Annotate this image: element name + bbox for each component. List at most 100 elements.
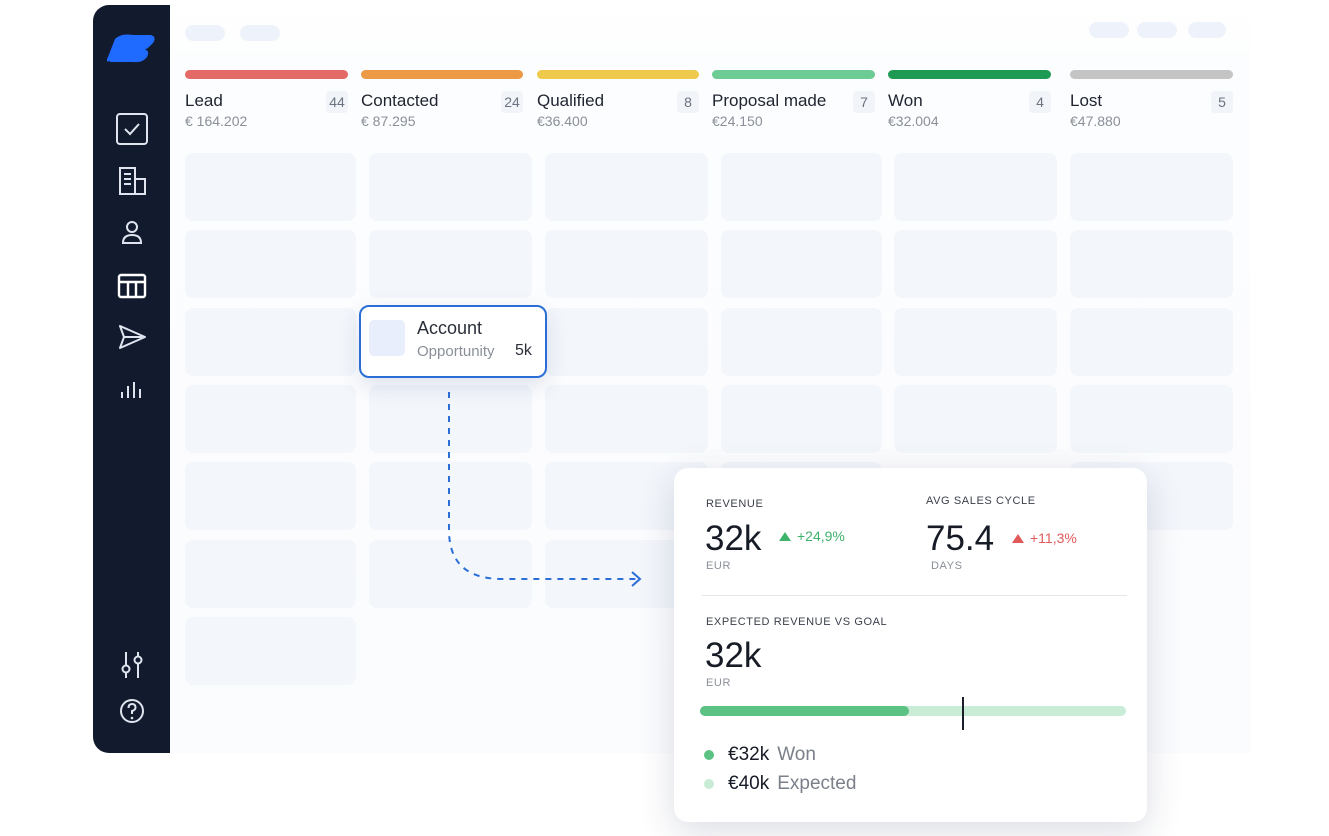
revenue-unit: EUR [706,560,732,572]
trend-up-icon [779,531,791,541]
stage-color-bar [712,70,875,79]
opportunity-card-placeholder[interactable] [894,307,1057,376]
goal-target-marker [961,697,964,730]
stage-amount: €24.150 [712,113,763,129]
stage-count-badge: 5 [1211,91,1233,113]
toolbar-placeholder[interactable] [1089,22,1129,38]
legend-label: Expected [777,773,857,794]
sidebar [93,5,170,753]
opportunity-card-placeholder[interactable] [185,153,356,221]
stage-name: Proposal made [712,91,827,110]
legend-amount: €40k [728,773,770,794]
stage-count-badge: 44 [326,91,348,113]
opportunity-card-placeholder[interactable] [185,230,356,299]
contacts-icon[interactable] [112,213,152,253]
help-icon[interactable] [112,691,152,731]
stage-count-badge: 4 [1029,91,1051,113]
legend-amount: €32k [728,744,770,765]
opportunity-card-placeholder[interactable] [185,462,356,531]
toolbar-placeholder[interactable] [1188,22,1226,38]
stage-column-lead: Lead 44 € 164.202 [185,70,348,129]
drag-path-arrow [448,392,642,587]
stage-amount: € 87.295 [361,113,416,129]
opportunity-card-placeholder[interactable] [369,539,532,608]
dragged-opportunity-card[interactable]: Account Opportunity 5k [359,305,547,378]
sales-cycle-unit: DAYS [931,560,963,572]
sales-cycle-delta: +11,3% [1012,530,1077,546]
legend-expected: €40k Expected [704,773,856,795]
legend-label: Won [777,744,816,765]
account-value: 5k [515,342,532,359]
sales-cycle-delta-text: +11,3% [1030,530,1077,546]
opportunity-card-placeholder[interactable] [545,384,708,453]
stage-color-bar [185,70,348,79]
opportunity-card-placeholder[interactable] [1070,384,1233,453]
opportunity-card-placeholder[interactable] [1070,153,1233,221]
stage-name: Lead [185,91,223,110]
stage-color-bar [888,70,1051,79]
opportunity-card-placeholder[interactable] [545,153,708,221]
opportunity-card-placeholder[interactable] [894,230,1057,299]
toolbar-placeholder[interactable] [185,25,225,41]
stage-color-bar [537,70,699,79]
goal-progress-fill [700,706,909,716]
opportunity-card-placeholder[interactable] [369,384,532,453]
opportunity-card-placeholder[interactable] [369,462,532,531]
opportunity-card-placeholder[interactable] [894,384,1057,453]
send-icon[interactable] [112,317,152,357]
stage-amount: € 164.202 [185,113,248,129]
opportunity-card-placeholder[interactable] [1070,307,1233,376]
kpi-summary-card: REVENUE 32k +24,9% EUR AVG SALES CYCLE 7… [674,468,1147,822]
opportunity-card-placeholder[interactable] [185,539,356,608]
stage-amount: €36.400 [537,113,588,129]
opportunity-card-placeholder[interactable] [721,384,882,453]
opportunity-card-placeholder[interactable] [1070,230,1233,299]
trend-up-icon [1012,533,1024,543]
goal-progress-track [700,706,1126,716]
stage-name: Won [888,91,923,110]
legend-dot [704,779,714,789]
opportunity-card-placeholder[interactable] [185,384,356,453]
tasks-icon[interactable] [112,109,152,149]
stage-count-badge: 8 [677,91,699,113]
stage-column-qualified: Qualified 8 €36.400 [537,70,699,129]
opportunity-card-placeholder[interactable] [545,230,708,299]
opportunity-card-placeholder[interactable] [721,230,882,299]
account-subtitle: Opportunity [417,343,495,360]
opportunity-card-placeholder[interactable] [185,616,356,685]
legend-won: €32k Won [704,744,816,766]
stage-amount: €47.880 [1070,113,1121,129]
opportunity-card-placeholder[interactable] [369,230,532,299]
goal-value: 32k [705,636,762,675]
opportunity-card-placeholder[interactable] [369,153,532,221]
settings-sliders-icon[interactable] [112,645,152,685]
pipeline-icon[interactable] [112,266,152,306]
companies-icon[interactable] [112,161,152,201]
opportunity-card-placeholder[interactable] [721,307,882,376]
legend-dot [704,750,714,760]
stage-color-bar [361,70,523,79]
revenue-delta: +24,9% [779,528,845,544]
revenue-label: REVENUE [706,498,764,510]
stage-name: Lost [1070,91,1103,110]
stage-count-badge: 7 [853,91,875,113]
stage-count-badge: 24 [501,91,523,113]
opportunity-card-placeholder[interactable] [545,307,708,376]
stage-column-lost: Lost 5 €47.880 [1070,70,1233,129]
opportunity-card-placeholder[interactable] [894,153,1057,221]
sales-cycle-value: 75.4 [926,519,995,558]
goal-label: EXPECTED REVENUE VS GOAL [706,616,888,628]
stage-amount: €32.004 [888,113,939,129]
toolbar-placeholder[interactable] [240,25,280,41]
revenue-delta-text: +24,9% [797,528,845,544]
opportunity-card-placeholder[interactable] [721,153,882,221]
kpi-divider [702,595,1127,596]
reports-icon[interactable] [112,369,152,409]
stage-column-proposal-made: Proposal made 7 €24.150 [712,70,875,129]
stage-column-contacted: Contacted 24 € 87.295 [361,70,523,129]
opportunity-card-placeholder[interactable] [185,307,356,376]
toolbar-placeholder[interactable] [1137,22,1177,38]
sales-cycle-label: AVG SALES CYCLE [926,495,1036,507]
stage-name: Contacted [361,91,439,110]
brand-logo [107,34,155,63]
